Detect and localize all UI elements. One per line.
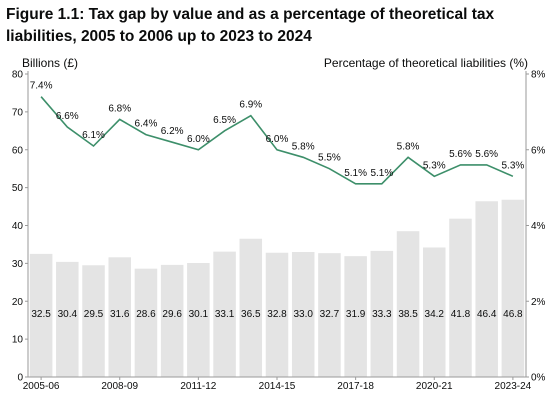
y2-tick-label: 6% [531, 145, 546, 156]
axes-layer: 0 10 20 30 40 50 60 70 80 0% 2% 4% 6% 8% 2005-06 2008-0… [12, 70, 546, 393]
point-label-2009-10: 6.4% [135, 119, 158, 130]
point-label-2014-15: 6.0% [266, 134, 289, 145]
point-label-2006-07: 6.6% [56, 111, 79, 122]
bar-label-2007-08: 29.5 [84, 309, 104, 320]
point-label-2015-16: 5.8% [292, 141, 315, 152]
y-axis-label: Billions (£) [22, 56, 78, 70]
bar-2019-20 [396, 231, 420, 377]
bar-2006-07 [56, 261, 79, 377]
x-tick-label-2014-15: 2014-15 [259, 381, 296, 392]
bar-label-2010-11: 29.6 [162, 309, 182, 320]
bar-2018-19 [370, 250, 394, 377]
bar-2016-17 [318, 253, 341, 377]
bar-label-2019-20: 38.5 [398, 309, 418, 320]
y-tick-label: 70 [12, 107, 24, 118]
point-label-2021-22: 5.6% [449, 149, 472, 160]
x-tick-label-2005-06: 2005-06 [23, 381, 60, 392]
bar-label-2023-24: 46.8 [503, 309, 523, 320]
point-label-2019-20: 5.8% [397, 141, 420, 152]
y-tick-label: 80 [12, 70, 24, 81]
bar-label-2016-17: 32.7 [320, 309, 340, 320]
point-label-2022-23: 5.6% [475, 149, 498, 160]
x-tick-label-2008-09: 2008-09 [101, 381, 138, 392]
point-label-2016-17: 5.5% [318, 153, 341, 164]
point-label-2018-19: 5.1% [370, 168, 393, 179]
x-tick-label-2023-24: 2023-24 [495, 381, 532, 392]
bar-2023-24 [501, 199, 525, 377]
bar-2005-06 [29, 253, 53, 377]
point-label-2011-12: 6.0% [187, 134, 210, 145]
bar-label-2015-16: 33.0 [293, 309, 313, 320]
y-tick-label: 10 [12, 335, 24, 346]
point-label-2008-09: 6.8% [108, 103, 131, 114]
bar-label-2014-15: 32.8 [267, 309, 287, 320]
bar-label-2008-09: 31.6 [110, 309, 130, 320]
x-tick-label-2011-12: 2011-12 [180, 381, 216, 392]
y-tick-label: 30 [12, 259, 24, 270]
point-label-2010-11: 6.2% [161, 126, 184, 137]
bar-label-2022-23: 46.4 [477, 309, 497, 320]
point-label-2012-13: 6.5% [213, 115, 236, 126]
y-tick-label: 60 [12, 145, 24, 156]
y2-tick-label: 8% [531, 70, 546, 81]
bar-label-2013-14: 36.5 [241, 309, 261, 320]
bar-2020-21 [422, 247, 446, 377]
bar-label-2012-13: 33.1 [215, 309, 235, 320]
point-label-2023-24: 5.3% [501, 160, 524, 171]
point-label-2017-18: 5.1% [344, 168, 367, 179]
point-label-2020-21: 5.3% [423, 160, 446, 171]
percentage-line [40, 96, 514, 185]
x-tick-label-2017-18: 2017-18 [337, 381, 374, 392]
bar-2009-10 [134, 268, 158, 377]
y-tick-label: 40 [12, 221, 24, 232]
y2-tick-label: 4% [531, 221, 546, 232]
bar-label-2021-22: 41.8 [451, 309, 471, 320]
bar-label-2006-07: 30.4 [58, 309, 78, 320]
bar-2013-14 [239, 238, 263, 377]
bars-layer [29, 199, 525, 377]
y-tick-label: 50 [12, 183, 24, 194]
x-tick-label-2020-21: 2020-21 [416, 381, 453, 392]
bar-label-2020-21: 34.2 [425, 309, 445, 320]
bar-2011-12 [187, 262, 210, 377]
bar-label-2005-06: 32.5 [31, 309, 51, 320]
y-tick-label: 0 [17, 373, 23, 384]
bar-2010-11 [160, 264, 184, 377]
point-label-2007-08: 6.1% [82, 130, 105, 141]
y-tick-label: 20 [12, 297, 24, 308]
point-label-2005-06: 7.4% [30, 81, 53, 92]
bar-2015-16 [291, 252, 315, 377]
bar-2007-08 [82, 265, 105, 377]
bar-2017-18 [344, 256, 367, 377]
y2-tick-label: 0% [531, 373, 546, 384]
labels-layer: 32.5 30.4 29.5 31.6 28.6 29.6 30.1 33.1 36.5 32.8… [30, 81, 525, 320]
bar-label-2018-19: 33.3 [372, 309, 392, 320]
bar-2008-09 [108, 257, 132, 377]
bar-label-2011-12: 30.1 [189, 309, 209, 320]
bar-2022-23 [475, 201, 498, 377]
point-label-2013-14: 6.9% [239, 100, 262, 111]
chart-title: Figure 1.1: Tax gap by value and as a pe… [6, 6, 495, 45]
bar-label-2009-10: 28.6 [136, 309, 156, 320]
bar-2021-22 [449, 218, 472, 377]
bar-2014-15 [265, 252, 289, 377]
y2-axis-label: Percentage of theoretical liabilities (%… [324, 56, 528, 70]
bar-label-2017-18: 31.9 [346, 309, 366, 320]
y2-tick-label: 2% [531, 297, 546, 308]
bar-2012-13 [213, 251, 236, 377]
